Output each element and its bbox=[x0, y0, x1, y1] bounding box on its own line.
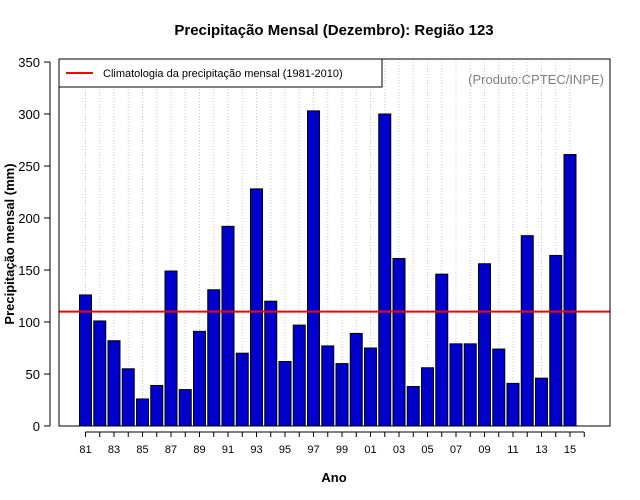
bar-09 bbox=[478, 263, 491, 427]
x-tick-label: 89 bbox=[193, 444, 205, 456]
legend-label: Climatologia da precipitação mensal (198… bbox=[103, 68, 343, 80]
bar-00 bbox=[349, 332, 363, 427]
y-tick-label: 100 bbox=[18, 315, 40, 330]
x-tick-label: 95 bbox=[279, 444, 291, 456]
y-tick-label: 50 bbox=[26, 367, 40, 382]
y-tick-label: 300 bbox=[18, 107, 40, 122]
bar-99 bbox=[335, 363, 349, 427]
x-tick-label: 91 bbox=[222, 444, 234, 456]
bar-96 bbox=[292, 324, 306, 427]
x-tick-label: 03 bbox=[393, 444, 405, 456]
bar-89 bbox=[193, 330, 206, 427]
bar-15 bbox=[563, 154, 577, 427]
bar-98 bbox=[321, 345, 335, 427]
x-axis-label: Ano bbox=[321, 470, 346, 485]
x-tick-label: 11 bbox=[507, 444, 518, 456]
bar-83 bbox=[107, 340, 121, 427]
y-tick-label: 150 bbox=[18, 263, 40, 278]
legend-box bbox=[58, 58, 383, 88]
bar-04 bbox=[406, 385, 420, 427]
bar-95 bbox=[278, 361, 292, 427]
bar-03 bbox=[392, 258, 406, 427]
y-tick-label: 0 bbox=[33, 419, 40, 434]
y-tick-label: 350 bbox=[18, 55, 40, 70]
x-tick-label: 87 bbox=[165, 444, 177, 456]
bar-97 bbox=[307, 110, 320, 427]
y-tick-label: 250 bbox=[18, 159, 40, 174]
x-tick-label: 09 bbox=[478, 444, 490, 456]
bar-01 bbox=[364, 347, 377, 427]
bar-14 bbox=[549, 254, 563, 427]
bar-91 bbox=[221, 225, 235, 427]
x-tick-label: 05 bbox=[421, 444, 433, 456]
chart-title: Precipitação Mensal (Dezembro): Região 1… bbox=[174, 22, 493, 39]
x-tick-label: 13 bbox=[535, 444, 547, 456]
bar-84 bbox=[121, 368, 135, 427]
bar-85 bbox=[136, 398, 149, 427]
x-tick-label: 07 bbox=[450, 444, 462, 456]
bar-88 bbox=[178, 389, 192, 427]
bar-07 bbox=[449, 343, 463, 427]
bar-93 bbox=[250, 188, 263, 427]
bar-87 bbox=[164, 270, 178, 427]
x-tick-label: 15 bbox=[564, 444, 576, 456]
x-tick-label: 81 bbox=[79, 444, 91, 456]
credit-text: (Produto:CPTEC/INPE) bbox=[468, 72, 604, 87]
bar-86 bbox=[150, 384, 164, 427]
bar-92 bbox=[235, 352, 249, 427]
bar-12 bbox=[520, 235, 534, 427]
y-axis-label: Precipitação mensal (mm) bbox=[2, 163, 17, 324]
bar-81 bbox=[79, 294, 92, 427]
x-tick-label: 85 bbox=[136, 444, 148, 456]
bar-02 bbox=[378, 113, 392, 427]
bar-82 bbox=[93, 320, 107, 427]
bar-13 bbox=[535, 377, 548, 427]
bar-05 bbox=[421, 367, 434, 427]
bar-90 bbox=[207, 289, 221, 427]
x-tick-label: 01 bbox=[364, 444, 376, 456]
bar-08 bbox=[463, 343, 477, 427]
legend: Climatologia da precipitação mensal (198… bbox=[58, 58, 383, 88]
x-tick-label: 97 bbox=[307, 444, 319, 456]
x-tick-label: 83 bbox=[108, 444, 120, 456]
bar-10 bbox=[492, 348, 506, 427]
y-tick-label: 200 bbox=[18, 211, 40, 226]
x-tick-label: 93 bbox=[250, 444, 262, 456]
bar-06 bbox=[435, 273, 449, 427]
x-tick-label: 99 bbox=[336, 444, 348, 456]
bar-11 bbox=[506, 382, 520, 427]
bar-94 bbox=[264, 300, 278, 427]
